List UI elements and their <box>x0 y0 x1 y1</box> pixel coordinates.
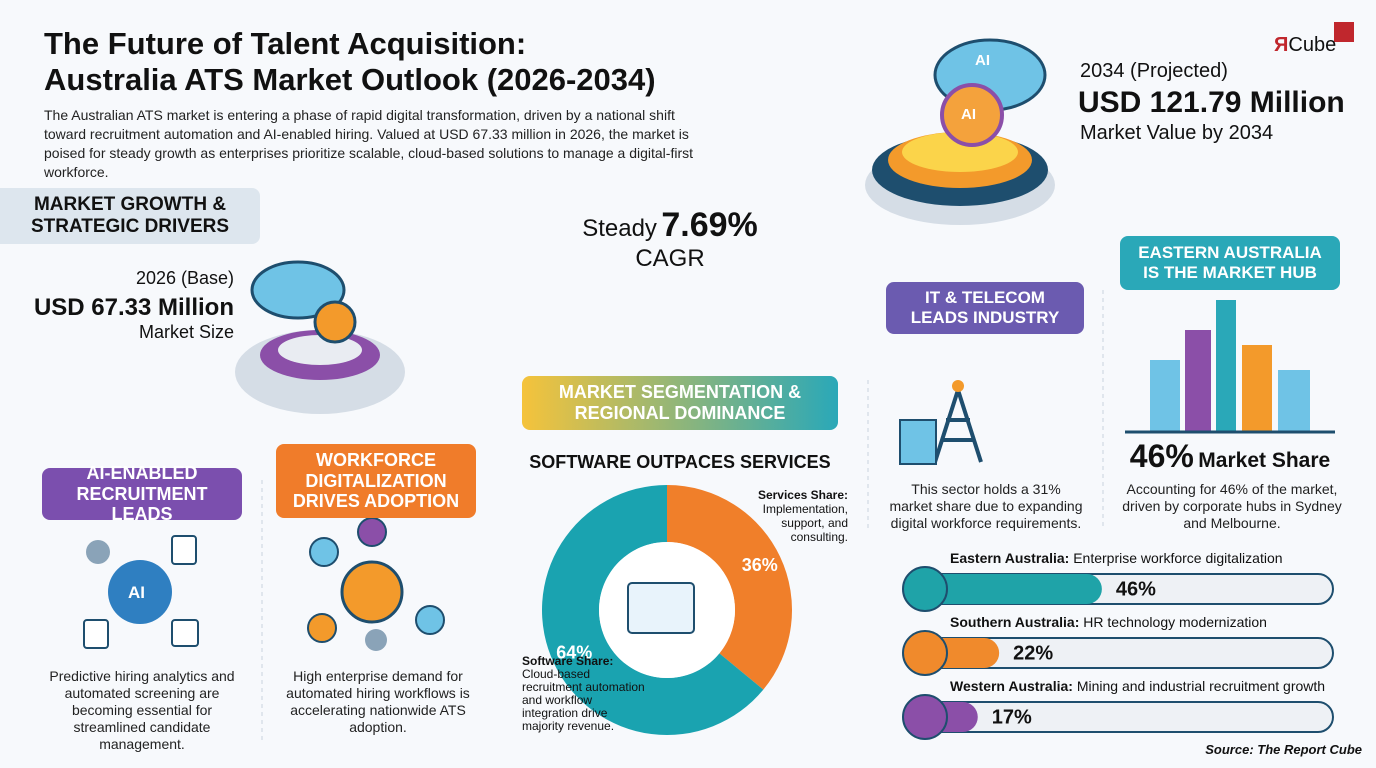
base-icon <box>235 260 405 414</box>
logo-mark: Я <box>1274 34 1289 56</box>
share-label: Market Share <box>1198 449 1331 472</box>
segmentation-subtitle: SOFTWARE OUTPACES SERVICES <box>529 452 831 472</box>
icon-text: AI <box>961 106 976 123</box>
legend-label: Software Share: <box>522 654 614 668</box>
slice-label: 36% <box>742 555 778 575</box>
slice-label: 64% <box>556 642 592 662</box>
region-description: Mining and industrial recruitment growth <box>1076 678 1326 694</box>
bar <box>905 574 1102 604</box>
title-line: The Future of Talent Acquisition: <box>44 26 527 61</box>
region-label: Southern Australia: HR technology modern… <box>950 614 1267 630</box>
bar-label: 22% <box>1013 642 1053 664</box>
logo-cube <box>1334 22 1354 42</box>
region-icon <box>902 694 948 740</box>
driver-heading: WORKFORCE DIGITALIZATION DRIVES ADOPTION <box>276 444 476 518</box>
cagr-prefix: Steady <box>582 215 657 242</box>
projection-year: 2034 (Projected) <box>1080 60 1228 82</box>
heading-line: STRATEGIC DRIVERS <box>30 216 230 237</box>
icon-text: AI <box>975 52 990 69</box>
bar-label: 46% <box>1116 578 1156 600</box>
city-icon <box>1125 300 1335 434</box>
note-text: Cloud-based recruitment automation and w… <box>522 667 645 733</box>
region-icon <box>902 566 948 612</box>
driver-heading: AI-ENABLED RECRUITMENT LEADS <box>42 463 242 524</box>
tower-icon <box>899 380 983 465</box>
donut-chart: 36% 64% <box>542 485 793 735</box>
base-caption: Market Size <box>138 322 234 342</box>
eastern-text: Accounting for 46% of the market, driven… <box>1122 481 1342 531</box>
region-name: Eastern Australia: <box>950 550 1070 566</box>
it-text: This sector holds a 31% market share due… <box>889 481 1083 531</box>
region-name: Southern Australia: <box>950 614 1080 630</box>
ai-icon <box>83 535 199 649</box>
region-name: Western Australia: <box>950 678 1073 694</box>
donut-slice <box>667 485 793 690</box>
projection-caption: Market Value by 2034 <box>1080 122 1274 144</box>
services-note: Services Share: Implementation, support,… <box>740 488 848 544</box>
network-icon <box>307 517 445 651</box>
cagr: Steady 7.69% CAGR <box>520 206 820 273</box>
base-label: 2026 (Base) <box>135 268 234 288</box>
share-value: 46% <box>1129 438 1194 474</box>
region-bars: 46% 22% 17% <box>902 566 1334 740</box>
cagr-value: 7.69% <box>661 206 758 244</box>
region-label: Western Australia: Mining and industrial… <box>950 678 1325 694</box>
description: The Australian ATS market is entering a … <box>44 107 694 180</box>
projection-value: USD 121.79 Million <box>1078 86 1345 119</box>
note-text: Implementation, support, and consulting. <box>762 502 848 544</box>
legend-label: Services Share: <box>757 488 848 502</box>
software-note: Software Share: Cloud-based recruitment … <box>522 655 647 733</box>
icon-text: AI <box>128 583 145 602</box>
title: The Future of Talent Acquisition: Austra… <box>44 26 656 98</box>
it-heading: IT & TELECOM LEADS INDUSTRY <box>886 282 1084 334</box>
projection-icon <box>865 38 1055 225</box>
segmentation-heading: MARKET SEGMENTATION & REGIONAL DOMINANCE <box>522 376 838 430</box>
title-line: Australia ATS Market Outlook (2026-2034) <box>44 62 656 97</box>
eastern-share: 46% Market Share <box>1110 438 1350 475</box>
region-icon <box>902 630 948 676</box>
logo-text: Cube <box>1288 34 1337 56</box>
base-value: USD 67.33 Million <box>33 294 234 321</box>
growth-heading: MARKET GROWTH & STRATEGIC DRIVERS <box>0 188 260 244</box>
driver-text: Predictive hiring analytics and automate… <box>49 668 235 752</box>
logo: ЯCube <box>1274 34 1336 57</box>
source: Source: The Report Cube <box>1205 742 1362 757</box>
region-description: Enterprise workforce digitalization <box>1073 550 1283 566</box>
region-description: HR technology modernization <box>1083 614 1267 630</box>
dashboard-icon <box>627 582 695 634</box>
heading-line: MARKET GROWTH & <box>33 194 227 216</box>
donut-slice <box>542 485 764 735</box>
bar-label: 17% <box>992 706 1032 728</box>
cagr-suffix: CAGR <box>635 245 705 272</box>
eastern-heading: EASTERN AUSTRALIA IS THE MARKET HUB <box>1120 236 1340 290</box>
driver-text: High enterprise demand for automated hir… <box>286 668 470 735</box>
region-label: Eastern Australia: Enterprise workforce … <box>950 550 1283 566</box>
